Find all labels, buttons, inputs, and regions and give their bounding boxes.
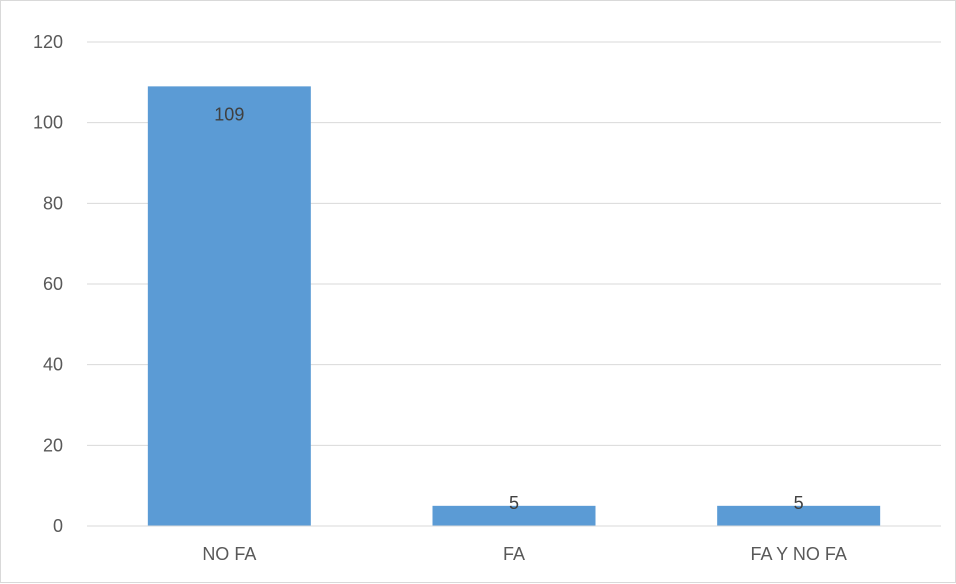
bar <box>432 505 596 526</box>
y-tick-label: 100 <box>33 113 63 133</box>
x-tick-label: FA Y NO FA <box>750 544 846 564</box>
x-tick-label: NO FA <box>202 544 256 564</box>
y-tick-label: 40 <box>43 355 63 375</box>
x-tick-label: FA <box>503 544 525 564</box>
data-label: 5 <box>794 493 804 513</box>
y-tick-label: 60 <box>43 274 63 294</box>
y-axis-tick-labels: 0 20 40 60 80 100 120 <box>33 32 63 536</box>
data-label: 5 <box>509 493 519 513</box>
bar <box>717 505 881 526</box>
y-tick-label: 0 <box>53 516 63 536</box>
x-axis-tick-labels: NO FA FA FA Y NO FA <box>202 544 847 564</box>
y-tick-label: 120 <box>33 32 63 52</box>
bar <box>147 86 311 526</box>
bars <box>87 86 941 527</box>
data-labels: 109 5 5 <box>214 104 803 512</box>
data-label: 109 <box>214 104 244 124</box>
y-tick-label: 20 <box>43 435 63 455</box>
y-tick-label: 80 <box>43 193 63 213</box>
